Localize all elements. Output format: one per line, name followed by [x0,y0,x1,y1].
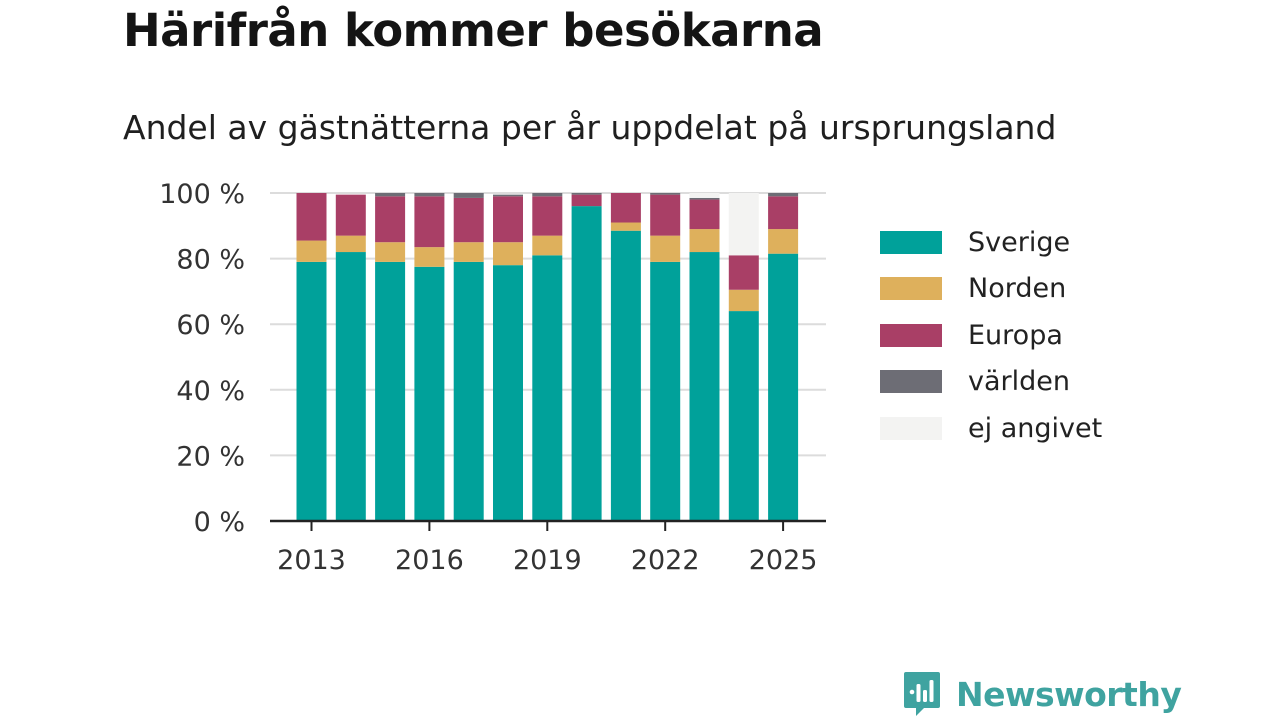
x-tick-label: 2016 [395,545,464,576]
bar-segment [768,196,799,230]
y-tick-label: 20 % [176,441,245,472]
bar-segment [493,194,523,197]
x-tick-label: 2025 [749,545,818,576]
bar-segment [571,194,602,207]
bar-segment [532,193,563,197]
bar-segment [375,261,406,521]
y-tick-label: 80 % [176,245,245,276]
bar-segment [414,193,445,197]
legend-item-varlden[interactable]: världen [880,359,1102,406]
bar-segment [296,240,327,262]
bar-segment [414,196,445,248]
bar-segment [728,193,759,256]
x-tick-label: 2019 [513,545,582,576]
legend-swatch-europa [880,323,942,347]
bar-segment [728,255,759,290]
bar-segment [375,242,406,262]
legend-swatch-sverige [880,230,942,254]
bar-segment [453,261,484,521]
bar-segment [453,193,484,198]
bar-segment [532,196,563,236]
x-tick-label: 2013 [277,545,346,576]
legend-label-varlden: världen [968,366,1070,398]
legend-item-norden[interactable]: Norden [880,266,1102,313]
x-tick-label: 2022 [631,545,700,576]
bar-segment [335,252,366,522]
bar-segment [689,229,720,253]
legend-label-sverige: Sverige [968,226,1071,258]
bar-segment [650,193,681,195]
legend-item-ej-angivet[interactable]: ej angivet [880,405,1102,452]
bar-segment [689,252,720,522]
bar-segment [728,289,759,312]
legend-swatch-norden [880,277,942,301]
page-title: Härifrån kommer besökarna [123,4,824,57]
bar-segment [296,261,327,521]
page-subtitle: Andel av gästnätterna per år uppdelat på… [123,108,1057,147]
bar-segment [768,253,799,521]
legend: Sverige Norden Europa världen ej angivet [880,219,1102,452]
y-tick-label: 0 % [194,507,245,538]
bar-segment [335,194,366,236]
brand-name: Newsworthy [956,674,1182,714]
bar-segment [375,193,406,197]
y-tick-label: 100 % [159,179,245,210]
legend-label-norden: Norden [968,273,1067,305]
newsworthy-logo-icon [904,672,940,716]
bar-segment [532,255,563,521]
bar-segment [689,197,720,200]
bar-segment [610,222,641,231]
bar-segment [610,193,641,223]
bar-segment [728,311,759,521]
bar-segment [414,247,445,267]
bar-segment [453,242,484,262]
legend-item-europa[interactable]: Europa [880,312,1102,359]
legend-item-sverige[interactable]: Sverige [880,219,1102,266]
legend-swatch-ej-angivet [880,416,942,440]
axes: 0 % 20 % 40 % 60 % 80 % 100 % 2013 2016 2019 2022… [159,179,826,576]
bar-segment [768,229,799,254]
bar-segment [650,261,681,521]
y-tick-label: 60 % [176,310,245,341]
bar-segment [571,206,602,521]
bars [296,193,799,522]
bar-segment [414,266,445,521]
bar-segment [689,193,720,198]
brand[interactable]: Newsworthy [902,670,1182,718]
legend-label-europa: Europa [968,319,1063,351]
bar-segment [453,197,484,243]
bar-segment [493,265,523,521]
bar-segment [532,235,563,256]
bar-segment [650,235,681,262]
bar-segment [768,193,799,197]
legend-swatch-varlden [880,370,942,394]
bar-segment [571,193,602,195]
bar-segment [493,196,523,243]
bar-segment [493,242,523,266]
bar-segment [375,196,406,243]
bar-segment [296,193,327,241]
bar-segment [610,230,641,521]
bar-segment [689,199,720,230]
legend-label-ej-angivet: ej angivet [968,412,1103,444]
bar-segment [335,235,366,253]
y-tick-label: 40 % [176,376,245,407]
bar-segment [650,194,681,236]
